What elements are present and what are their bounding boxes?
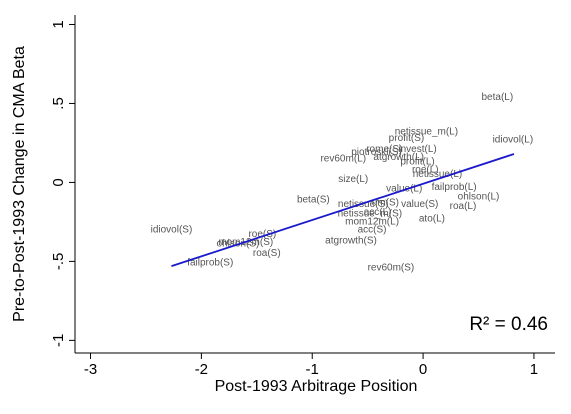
y-tick-label: 0 — [50, 178, 67, 186]
point-label: idiovol(L) — [493, 134, 534, 145]
point-label: rev60m(S) — [368, 262, 415, 273]
point-label: roe(S) — [248, 229, 276, 240]
point-label: mom12m(L) — [345, 217, 399, 228]
point-label: rev60m(L) — [320, 153, 366, 164]
annotation: R² = 0.46 — [469, 314, 548, 335]
y-tick-label: -.5 — [50, 253, 67, 271]
point-label: atgrowth(S) — [325, 236, 377, 247]
point-label: size(L) — [338, 174, 368, 185]
point-label: atgrowth(L) — [373, 152, 424, 163]
point-label: failprob(L) — [432, 182, 477, 193]
y-tick-label: -1 — [50, 334, 67, 347]
point-label: beta(S) — [297, 194, 330, 205]
point-label: ato(L) — [419, 213, 445, 224]
point-label: value(L) — [386, 183, 422, 194]
point-label: beta(L) — [482, 92, 514, 103]
point-label: roe(L) — [412, 164, 439, 175]
x-tick-label: 1 — [530, 361, 538, 378]
fit-line — [171, 153, 515, 267]
point-label: profit(S) — [389, 133, 425, 144]
y-tick-label: 1 — [50, 20, 67, 28]
point-label: netissue(S) — [338, 199, 389, 210]
point-label: netissue_m(L) — [395, 127, 458, 138]
point-label: failprob(S) — [187, 258, 233, 269]
x-tick-label: -2 — [195, 361, 208, 378]
y-axis-title: Pre-to-Post-1993 Change in CMA Beta — [11, 46, 28, 322]
y-tick-label: .5 — [50, 97, 67, 110]
point-label: value(S) — [401, 199, 438, 210]
point-label: profit(L) — [400, 157, 434, 168]
x-axis-title: Post-1993 Arbitrage Position — [215, 378, 418, 395]
point-label: acc(S) — [358, 224, 387, 235]
point-label: netissue(L) — [413, 169, 462, 180]
point-label: roa(S) — [253, 248, 281, 259]
point-label: invest(L) — [398, 144, 436, 155]
point-label: idiovol(S) — [151, 224, 193, 235]
x-tick-label: -3 — [84, 361, 97, 378]
point-label: acc(L) — [364, 207, 392, 218]
point-label: um(S) — [372, 198, 399, 209]
x-tick-label: -1 — [306, 361, 319, 378]
point-label: piotroski(S) — [351, 147, 402, 158]
point-label: netissue_m(S) — [338, 209, 402, 220]
point-label: ohlson(L) — [458, 191, 500, 202]
point-label: roa(L) — [450, 201, 477, 212]
point-label: rome(S) — [366, 144, 402, 155]
x-tick-label: 0 — [419, 361, 427, 378]
